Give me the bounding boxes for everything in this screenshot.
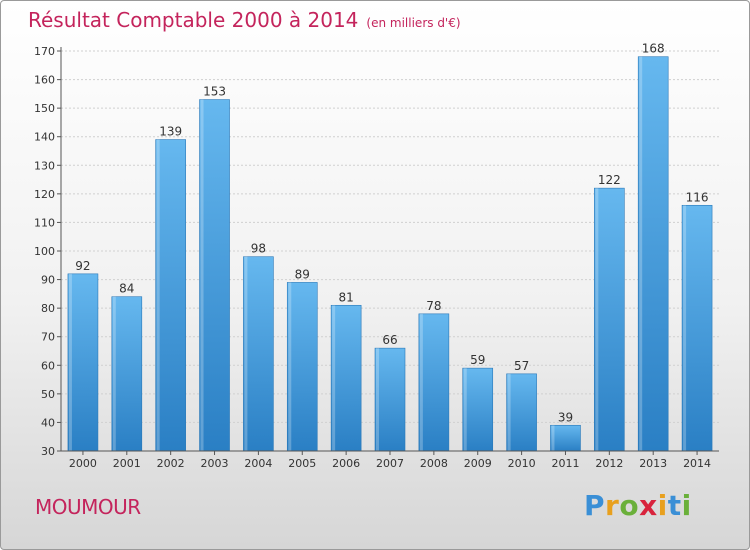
x-tick-label: 2000 [69,457,97,470]
proxiti-logo: Proxiti [584,489,692,522]
x-tick-label: 2011 [551,457,579,470]
bar-highlight [288,282,292,451]
bar-value-label: 92 [75,259,90,273]
bar [594,187,625,452]
y-tick-label: 80 [41,302,55,315]
y-tick-label: 110 [34,216,55,229]
y-tick-label: 40 [41,416,55,429]
y-tick-label: 150 [34,102,55,115]
bar-highlight [68,273,72,451]
x-tick-label: 2009 [464,457,492,470]
x-tick-label: 2002 [157,457,185,470]
bar-value-label: 139 [159,125,182,139]
bar [637,56,669,452]
y-axis-ticks: 30 40 50 60 70 80 90 100 110 120 130 140 150 160 170 [34,45,61,458]
y-tick-label: 90 [41,274,55,287]
logo-letter: P [584,489,606,522]
logo-letter: t [667,489,682,522]
bar-value-label: 66 [382,333,397,347]
y-tick-label: 120 [34,188,55,201]
bar-value-label: 98 [251,242,266,256]
bar-value-label: 84 [119,282,134,296]
logo-letter: i [681,489,692,522]
bar-highlight [244,256,248,451]
y-tick-label: 160 [34,74,55,87]
y-tick-label: 130 [34,159,55,172]
y-tick-label: 70 [41,331,55,344]
bar-value-label: 89 [295,267,310,281]
bar [374,347,406,452]
bar-highlight [332,305,336,451]
x-tick-label: 2006 [332,457,360,470]
bar-highlight [551,425,555,451]
x-tick-label: 2001 [113,457,141,470]
bar-highlight [463,368,467,451]
bar-highlight [683,205,687,451]
y-tick-label: 100 [34,245,55,258]
bar [155,139,186,452]
x-tick-label: 2003 [201,457,229,470]
logo-letter: x [639,489,658,522]
bar-highlight [639,56,643,451]
x-tick-label: 2007 [376,457,404,470]
x-tick-label: 2013 [639,457,667,470]
x-tick-label: 2005 [288,457,316,470]
bar-highlight [112,296,116,451]
commune-name: MOUMOUR [35,495,141,519]
bar-value-label: 57 [514,359,529,373]
bar-highlight [419,313,423,451]
bar [67,273,99,452]
y-tick-label: 170 [34,45,55,58]
x-axis-ticks: 2000 2001 2002 2003 2004 2005 2006 2007 2008 2009… [69,451,711,470]
bar [418,313,450,452]
bars: 92 84 139 153 98 89 81 66 78 59 57 39 122 168 116 [67,42,713,452]
bar [462,367,494,452]
bar-value-label: 78 [426,299,441,313]
bar [243,256,274,452]
bar-value-label: 116 [686,190,709,204]
bar-highlight [595,188,599,451]
y-tick-label: 50 [41,388,55,401]
bar-highlight [376,348,379,451]
bar-value-label: 153 [203,85,226,99]
bar [330,304,362,452]
bar [550,424,581,452]
x-tick-label: 2014 [683,457,711,470]
x-tick-label: 2010 [508,457,536,470]
y-tick-label: 140 [34,131,55,144]
bar-highlight [507,373,511,451]
x-tick-label: 2012 [595,457,623,470]
bar-value-label: 122 [598,173,621,187]
bar [286,282,318,452]
bar [199,99,230,452]
bar [506,373,537,452]
logo-letter: r [605,489,620,522]
bar-value-label: 39 [558,410,573,424]
y-tick-label: 30 [41,445,55,458]
bar [111,296,143,452]
bar-value-label: 81 [338,290,353,304]
logo-letter: i [657,489,668,522]
bar [681,204,713,452]
title-unit: (en milliers d'€) [366,16,461,30]
bar-value-label: 168 [642,42,665,56]
bar-highlight [200,99,204,452]
bar-value-label: 59 [470,353,485,367]
bar-highlight [156,139,160,452]
logo-letter: o [619,489,640,522]
y-tick-label: 60 [41,359,55,372]
chart-title: Résultat Comptable 2000 à 2014 (en millie… [28,8,461,32]
title-main: Résultat Comptable 2000 à 2014 [28,8,359,32]
x-tick-label: 2004 [244,457,272,470]
x-tick-label: 2008 [420,457,448,470]
